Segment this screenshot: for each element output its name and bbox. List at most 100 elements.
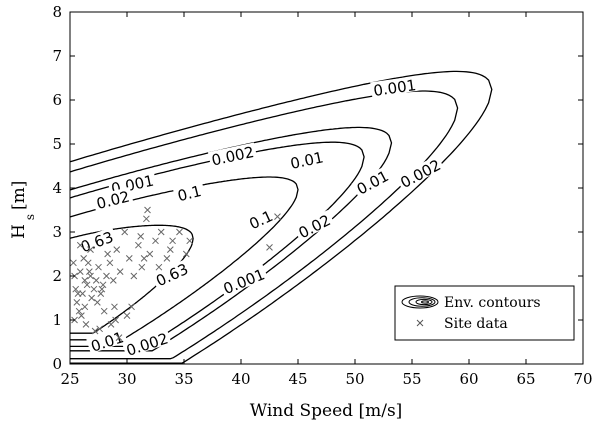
x-tick-label: 70 xyxy=(573,370,592,388)
legend-entry-env-contours: Env. contours xyxy=(444,295,541,311)
svg-text:0.01: 0.01 xyxy=(289,148,325,173)
site-data-point xyxy=(137,233,145,240)
site-data-point xyxy=(115,334,123,341)
contour-label-9: 0.01 xyxy=(351,165,393,199)
site-data-point xyxy=(116,268,124,275)
legend: Env. contours Site data xyxy=(394,285,575,341)
site-data-point xyxy=(140,255,148,262)
contour-label-5: 0.1 xyxy=(172,181,206,205)
site-data-point xyxy=(266,244,273,251)
contour-line-0-002-4 xyxy=(70,90,459,360)
svg-text:0.02: 0.02 xyxy=(95,187,132,213)
site-data-point xyxy=(104,250,111,258)
site-data-point xyxy=(121,228,129,236)
site-data-point xyxy=(186,237,194,245)
site-data-point xyxy=(70,259,77,267)
y-tick-label: 7 xyxy=(52,47,62,65)
site-data-point xyxy=(106,259,114,267)
x-tick-label: 25 xyxy=(60,370,79,388)
svg-text:0.001: 0.001 xyxy=(221,265,268,298)
contour-label-13: 0.002 xyxy=(122,328,172,360)
x-axis-label: Wind Speed [m/s] xyxy=(250,401,403,421)
contour-label-4: 0.02 xyxy=(92,186,134,213)
site-data-point xyxy=(81,303,89,311)
x-tick-label: 55 xyxy=(402,370,421,388)
contour-label-8: 0.02 xyxy=(293,209,335,242)
svg-text:0.1: 0.1 xyxy=(176,182,204,205)
site-data-point xyxy=(123,312,131,319)
site-data-point xyxy=(111,303,118,311)
contour-line-0-001-5 xyxy=(70,70,493,364)
contour-label-6: 0.63 xyxy=(75,227,118,256)
site-data-point xyxy=(81,277,89,284)
site-data-point xyxy=(146,250,154,258)
site-data-point xyxy=(152,237,159,245)
contour-label-1: 0.002 xyxy=(207,142,258,170)
x-tick-label: 50 xyxy=(345,370,364,388)
svg-text:0.63: 0.63 xyxy=(153,260,191,290)
contour-label-2: 0.01 xyxy=(286,147,327,173)
site-data-point xyxy=(103,272,110,280)
site-data-point xyxy=(96,325,103,333)
site-data-point xyxy=(155,263,163,271)
site-data-point xyxy=(86,268,93,275)
y-tick-label: 4 xyxy=(52,179,62,197)
site-data-point xyxy=(95,263,102,271)
legend-box xyxy=(394,285,575,341)
x-tick-label: 45 xyxy=(288,370,307,388)
site-data-point xyxy=(92,277,100,284)
y-tick-label: 8 xyxy=(52,3,62,21)
site-data-point xyxy=(99,281,107,289)
site-data-point xyxy=(144,206,151,214)
site-data-point xyxy=(83,281,91,289)
contour-label-14: 0.01 xyxy=(86,327,128,356)
site-data-point xyxy=(74,290,82,297)
svg-text:0.002: 0.002 xyxy=(210,143,256,170)
y-axis-label-main: H xyxy=(9,224,29,239)
site-data-layer xyxy=(70,206,281,341)
site-data-point xyxy=(98,285,106,293)
site-data-point xyxy=(143,215,150,223)
contour-label-7: 0.1 xyxy=(243,205,278,233)
x-tick-label: 60 xyxy=(459,370,478,388)
site-data-point xyxy=(72,285,80,293)
site-data-point xyxy=(125,255,133,262)
y-tick-label: 6 xyxy=(52,91,62,109)
site-data-point xyxy=(113,246,121,253)
site-data-point xyxy=(166,246,174,253)
site-data-point xyxy=(157,228,165,236)
svg-text:0.002: 0.002 xyxy=(397,156,443,192)
x-tick-label: 65 xyxy=(516,370,535,388)
x-tick-label: 30 xyxy=(117,370,136,388)
site-data-point xyxy=(130,272,138,280)
y-axis-label-unit: [m] xyxy=(9,181,29,210)
x-tick-label: 35 xyxy=(174,370,193,388)
legend-contour-icon xyxy=(401,295,439,309)
contour-label-10: 0.002 xyxy=(395,154,445,192)
x-tick-label: 40 xyxy=(231,370,250,388)
y-tick-label: 0 xyxy=(52,355,62,373)
contour-label-12: 0.001 xyxy=(218,264,269,298)
y-tick-label: 5 xyxy=(52,135,62,153)
site-data-point xyxy=(135,241,142,249)
site-data-point xyxy=(88,294,96,302)
contour-label-0: 0.001 xyxy=(370,75,419,100)
site-data-point xyxy=(76,241,84,249)
site-data-point xyxy=(84,259,92,267)
site-data-point xyxy=(109,277,117,284)
site-data-point xyxy=(128,303,135,311)
site-data-point xyxy=(90,285,98,293)
site-data-point xyxy=(182,250,190,258)
site-data-point xyxy=(87,272,94,280)
legend-cross-marker xyxy=(416,319,424,327)
site-data-point xyxy=(100,307,108,315)
site-data-point xyxy=(138,263,146,271)
site-data-point xyxy=(274,213,281,220)
y-tick-label: 2 xyxy=(52,267,62,285)
y-axis-label-subscript: s xyxy=(23,214,37,220)
svg-text:0.001: 0.001 xyxy=(372,76,417,100)
